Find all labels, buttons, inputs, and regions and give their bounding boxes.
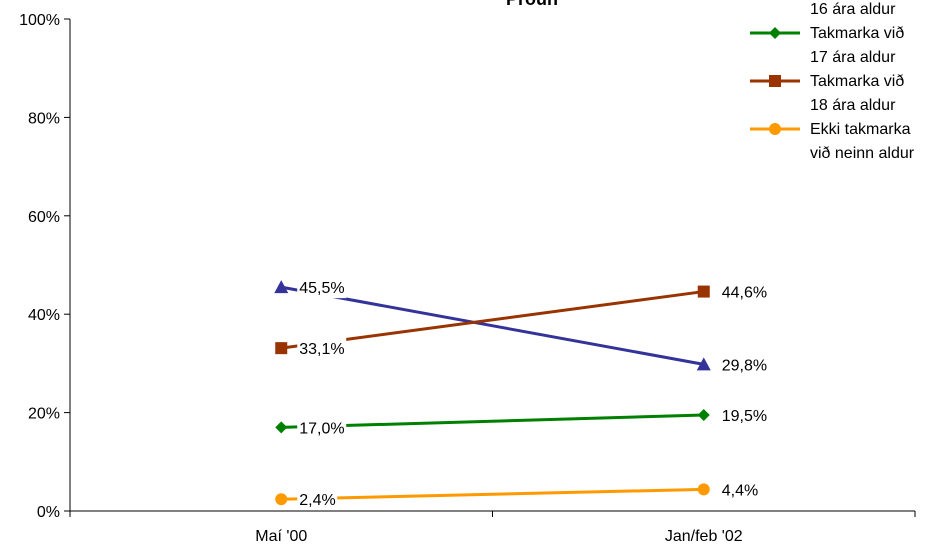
legend-item-3 [750, 75, 800, 87]
series-layer: 45,5% 29,8% 17,0% 19,5% 33,1% 44,6% 2,4% 4,4% [274, 276, 769, 511]
x-tick-label: Maí '00 [255, 528, 307, 545]
series-3: 33,1% 44,6% [275, 280, 769, 360]
legend-label: við neinn aldur [810, 145, 915, 162]
series-1: 45,5% 29,8% [274, 276, 769, 376]
data-label: 44,6% [722, 285, 767, 302]
y-tick-label: 40% [28, 307, 60, 324]
chart-title: Próun [506, 0, 558, 9]
data-point-marker [697, 285, 710, 298]
legend: 16 ára aldur Takmarka við 17 ára aldur Takm… [750, 1, 915, 162]
data-label: 29,8% [722, 357, 767, 374]
data-point-marker [696, 357, 711, 371]
axes: 0% 20% 40% 60% 80% 100% Maí '00 Jan/feb '02 [19, 12, 916, 545]
legend-item-4 [750, 123, 800, 135]
data-point-marker [274, 280, 289, 294]
series-2: 17,0% 19,5% [275, 404, 769, 439]
data-label-background [297, 276, 347, 299]
series-line [280, 285, 705, 366]
legend-marker [769, 123, 781, 135]
data-label-background [719, 280, 769, 303]
data-label: 45,5% [299, 280, 344, 297]
data-point-marker [275, 493, 288, 506]
data-point-marker [697, 409, 710, 422]
legend-marker [769, 27, 781, 39]
legend-label: 16 ára aldur [810, 1, 896, 18]
data-point-marker [275, 342, 288, 355]
data-label: 17,0% [299, 420, 344, 437]
data-label: 19,5% [722, 408, 767, 425]
data-label-background [297, 337, 347, 360]
legend-label: Ekki takmarka [810, 121, 911, 138]
y-tick-label: 80% [28, 110, 60, 127]
legend-marker [769, 75, 781, 87]
legend-item-2 [750, 27, 800, 39]
y-tick-label: 100% [19, 12, 60, 29]
legend-label: Takmarka við [810, 73, 904, 90]
data-label: 4,4% [722, 482, 758, 499]
series-line [281, 413, 704, 429]
legend-label: 18 ára aldur [810, 97, 896, 114]
data-label-background [297, 488, 338, 511]
data-label-background [719, 478, 760, 501]
data-label-background [719, 353, 769, 376]
data-label-background [297, 416, 347, 439]
y-tick-label: 20% [28, 406, 60, 423]
x-tick-label: Jan/feb '02 [665, 528, 743, 545]
data-point-marker [697, 483, 710, 496]
data-label: 33,1% [299, 341, 344, 358]
data-label-background [719, 404, 769, 427]
series-4: 2,4% 4,4% [275, 478, 760, 511]
legend-label: Takmarka við [810, 25, 904, 42]
series-line [281, 487, 704, 501]
data-point-marker [275, 421, 288, 434]
series-line [281, 290, 704, 350]
legend-label: 17 ára aldur [810, 49, 896, 66]
data-label: 2,4% [299, 492, 335, 509]
y-tick-label: 60% [28, 209, 60, 226]
y-tick-label: 0% [37, 504, 60, 521]
